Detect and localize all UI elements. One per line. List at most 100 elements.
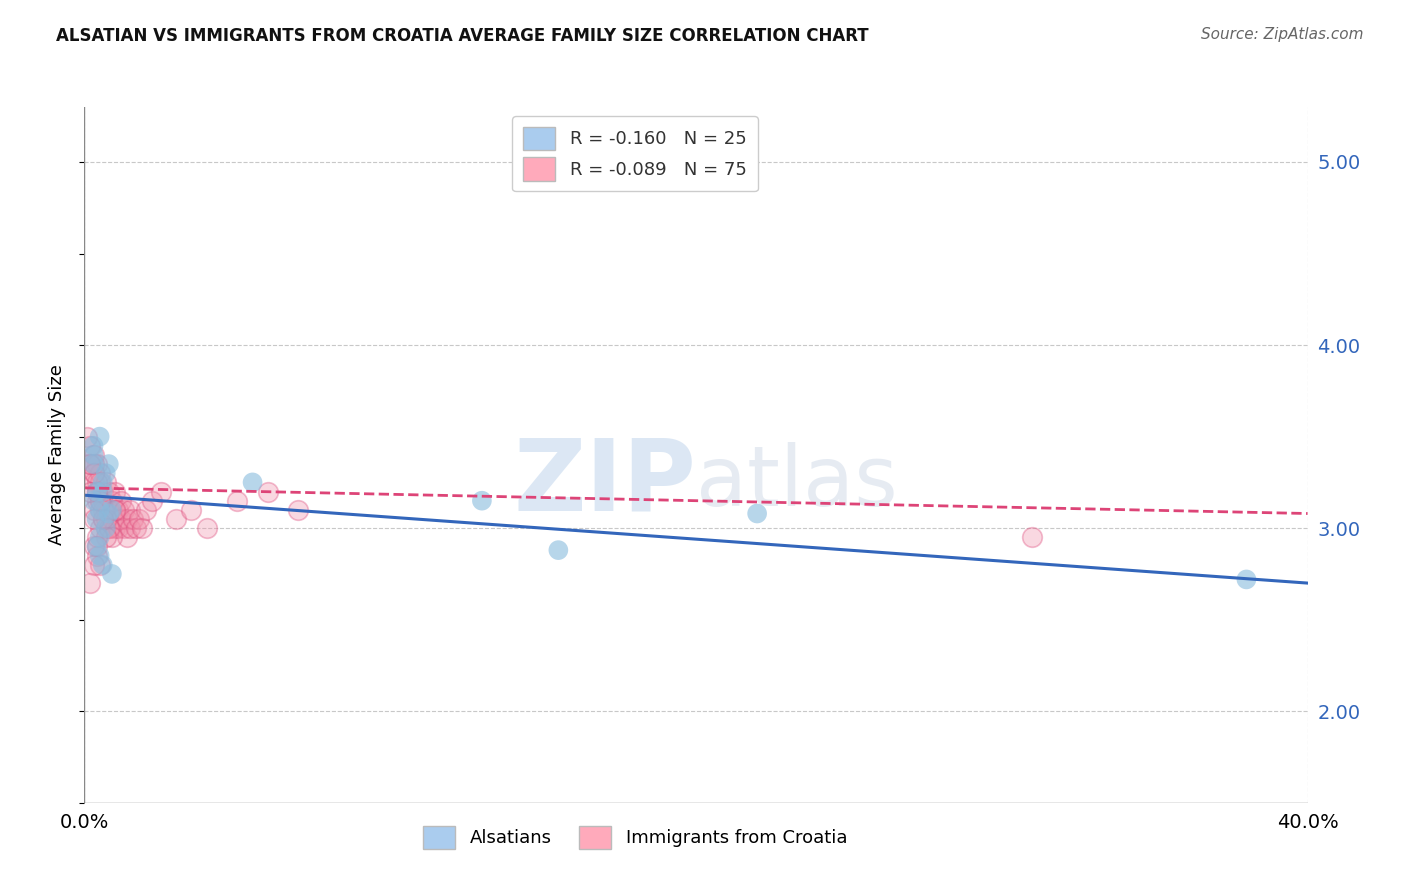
Point: [97, 521, 120, 535]
Point: [94, 521, 117, 535]
Point: [104, 521, 127, 535]
Point: [79, 439, 101, 453]
Point: [1236, 573, 1258, 587]
Point: [83, 475, 105, 490]
Point: [115, 512, 138, 526]
Point: [91, 512, 114, 526]
Point: [83, 448, 105, 462]
Point: [89, 503, 111, 517]
Point: [91, 493, 114, 508]
Point: [141, 493, 163, 508]
Point: [83, 512, 105, 526]
Point: [86, 484, 108, 499]
Point: [115, 530, 138, 544]
Point: [89, 467, 111, 481]
Point: [101, 503, 124, 517]
Point: [131, 521, 153, 535]
Point: [149, 484, 172, 499]
Point: [79, 457, 101, 471]
Point: [107, 503, 129, 517]
Point: [165, 512, 187, 526]
Point: [195, 521, 218, 535]
Point: [94, 467, 117, 481]
Point: [86, 484, 108, 499]
Point: [83, 439, 105, 453]
Point: [94, 475, 117, 490]
Point: [94, 512, 117, 526]
Text: Source: ZipAtlas.com: Source: ZipAtlas.com: [1201, 27, 1364, 42]
Point: [94, 521, 117, 535]
Point: [89, 530, 111, 544]
Point: [79, 484, 101, 499]
Point: [180, 503, 202, 517]
Point: [89, 493, 111, 508]
Point: [86, 457, 108, 471]
Point: [86, 540, 108, 554]
Point: [83, 467, 105, 481]
Point: [83, 503, 105, 517]
Point: [91, 512, 114, 526]
Point: [101, 530, 124, 544]
Point: [89, 475, 111, 490]
Point: [120, 521, 142, 535]
Point: [89, 521, 111, 535]
Point: [104, 503, 127, 517]
Point: [471, 493, 494, 508]
Point: [128, 512, 150, 526]
Point: [112, 521, 135, 535]
Point: [257, 484, 280, 499]
Point: [104, 503, 127, 517]
Point: [83, 540, 105, 554]
Point: [89, 429, 111, 443]
Point: [76, 429, 98, 443]
Point: [94, 530, 117, 544]
Point: [91, 558, 114, 572]
Point: [101, 493, 124, 508]
Point: [83, 558, 105, 572]
Text: ZIP: ZIP: [513, 434, 696, 532]
Point: [86, 540, 108, 554]
Point: [747, 507, 769, 521]
Point: [107, 521, 129, 535]
Point: [91, 484, 114, 499]
Point: [242, 475, 264, 490]
Point: [125, 521, 148, 535]
Point: [1021, 530, 1043, 544]
Point: [89, 503, 111, 517]
Point: [287, 503, 309, 517]
Point: [122, 512, 145, 526]
Point: [89, 558, 111, 572]
Point: [86, 475, 108, 490]
Point: [86, 493, 108, 508]
Point: [83, 448, 105, 462]
Point: [97, 457, 120, 471]
Point: [83, 457, 105, 471]
Point: [110, 512, 132, 526]
Point: [91, 475, 114, 490]
Point: [97, 484, 120, 499]
Point: [110, 493, 132, 508]
Point: [94, 503, 117, 517]
Point: [86, 512, 108, 526]
Text: atlas: atlas: [696, 442, 897, 524]
Point: [83, 457, 105, 471]
Point: [97, 503, 120, 517]
Point: [97, 521, 120, 535]
Point: [91, 484, 114, 499]
Point: [86, 484, 108, 499]
Y-axis label: Average Family Size: Average Family Size: [48, 365, 66, 545]
Point: [79, 457, 101, 471]
Point: [89, 493, 111, 508]
Point: [120, 503, 142, 517]
Point: [101, 512, 124, 526]
Point: [97, 507, 120, 521]
Point: [83, 493, 105, 508]
Point: [135, 503, 157, 517]
Point: [101, 566, 124, 581]
Legend: Alsatians, Immigrants from Croatia: Alsatians, Immigrants from Croatia: [415, 819, 855, 856]
Text: ALSATIAN VS IMMIGRANTS FROM CROATIA AVERAGE FAMILY SIZE CORRELATION CHART: ALSATIAN VS IMMIGRANTS FROM CROATIA AVER…: [56, 27, 869, 45]
Point: [112, 503, 135, 517]
Point: [547, 543, 569, 558]
Point: [104, 484, 127, 499]
Point: [86, 530, 108, 544]
